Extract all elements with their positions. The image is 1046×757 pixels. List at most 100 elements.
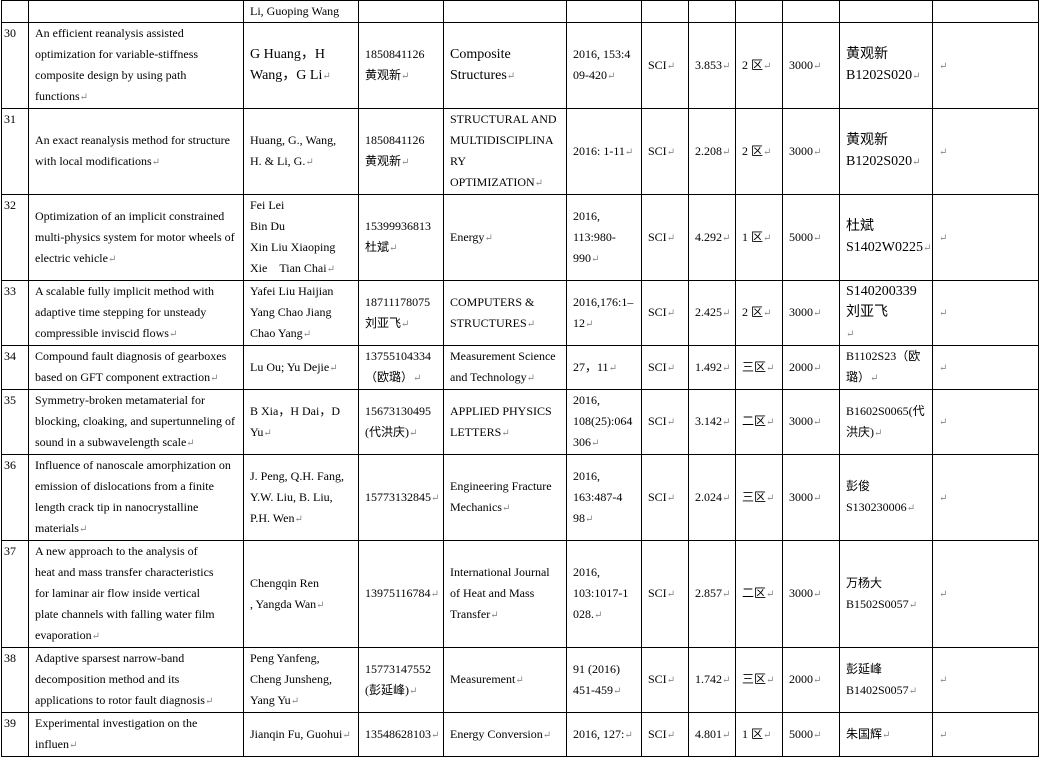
paragraph-mark: ↵ — [846, 329, 855, 340]
cell-paper-title: Optimization of an implicit constrained … — [28, 194, 244, 281]
journal-text: COMPUTERS & STRUCTURES — [450, 294, 535, 330]
cell-journal: STRUCTURAL AND MULTIDISCIPLINA RY OPTIMI… — [443, 108, 567, 195]
cell-paper-title: Experimental investigation on the influe… — [28, 712, 244, 757]
paper-title-text: An efficient reanalysis assisted optimiz… — [35, 26, 199, 103]
cell-row-number: 30 — [1, 22, 29, 109]
paragraph-mark: ↵ — [666, 308, 676, 319]
paragraph-mark: ↵ — [666, 146, 676, 158]
zone-text: 1 区 — [742, 229, 764, 244]
paragraph-mark: ↵ — [431, 729, 440, 741]
paragraph-mark: ↵ — [607, 71, 616, 82]
cell-reward-amount: 5000↵ — [782, 712, 840, 757]
row-number-text: 36 — [4, 458, 16, 472]
authors-text: G Huang，H Wang，G Li — [250, 47, 326, 83]
volume-pages-text: 2016,176:1– 12 — [573, 294, 634, 330]
index-type-text: SCI — [648, 414, 667, 428]
paragraph-mark: ↵ — [763, 146, 772, 158]
zone-text: 1 区 — [742, 726, 764, 741]
cell-index-type: SCI↵ — [641, 540, 689, 648]
cell-row-number: 35 — [1, 389, 29, 455]
student-id-text: 黄观新 B1202S020 — [846, 133, 913, 169]
contact-text: 15673130495 (代洪庆) — [365, 403, 431, 439]
paragraph-mark: ↵ — [666, 589, 676, 600]
cell-student-id: B1602S0065(代 洪庆)↵ — [839, 389, 933, 455]
paragraph-mark: ↵ — [666, 492, 676, 504]
cell-volume-pages: 2016, 103:1017-1 028.↵ — [566, 540, 642, 648]
paragraph-mark: ↵ — [294, 513, 303, 525]
journal-text: Composite Structures — [450, 47, 511, 83]
paragraph-mark: ↵ — [186, 438, 195, 449]
student-id-text: 黄观新 B1202S020 — [846, 47, 913, 83]
paragraph-mark: ↵ — [585, 513, 594, 525]
cell-authors: J. Peng, Q.H. Fang, Y.W. Liu, B. Liu, P.… — [243, 454, 359, 541]
paragraph-mark: ↵ — [939, 146, 948, 158]
impact-factor-text: 2.857 — [695, 586, 722, 600]
row-number-text: 34 — [4, 349, 16, 363]
journal-text: STRUCTURAL AND MULTIDISCIPLINA RY OPTIMI… — [450, 112, 557, 189]
cell-impact-factor: 2.024↵ — [688, 454, 736, 541]
paragraph-mark: ↵ — [329, 362, 338, 374]
paragraph-mark: ↵ — [624, 146, 634, 158]
paragraph-mark: ↵ — [908, 685, 918, 697]
paragraph-mark: ↵ — [666, 729, 676, 741]
paper-title-text: Symmetry-broken metamaterial for blockin… — [35, 393, 235, 449]
paragraph-mark: ↵ — [322, 71, 331, 82]
reward-amount-text: 2000 — [789, 672, 813, 686]
paragraph-mark: ↵ — [506, 71, 516, 82]
contact-text: 1850841126 黄观新 — [365, 133, 425, 168]
paragraph-mark: ↵ — [431, 492, 440, 504]
cell-index-type: SCI↵ — [641, 280, 689, 346]
paragraph-mark: ↵ — [722, 232, 731, 244]
cell-journal: COMPUTERS & STRUCTURES↵ — [443, 280, 567, 346]
zone-text: 二区 — [742, 414, 767, 428]
paragraph-mark: ↵ — [722, 362, 731, 374]
cell-remarks: ↵ — [932, 454, 1039, 541]
cell-row-number: 37 — [1, 540, 29, 648]
student-id-text: 万杨大 B1502S0057 — [846, 575, 909, 611]
paragraph-mark: ↵ — [766, 589, 775, 600]
table-row: 30 An efficient reanalysis assisted optim… — [1, 22, 1039, 109]
paragraph-mark: ↵ — [666, 417, 676, 428]
paragraph-mark: ↵ — [912, 157, 921, 168]
impact-factor-text: 3.853 — [695, 57, 722, 72]
volume-pages-text: 2016, 127: — [573, 726, 625, 741]
paragraph-mark: ↵ — [107, 253, 117, 265]
cell-index-type: SCI↵ — [641, 108, 689, 195]
paragraph-mark: ↵ — [874, 427, 883, 439]
cell-index-type: SCI↵ — [641, 194, 689, 281]
impact-factor-text: 4.801 — [695, 726, 722, 741]
cell-journal: APPLIED PHYSICS LETTERS↵ — [443, 389, 567, 455]
cell-volume-pages: 2016,176:1– 12↵ — [566, 280, 642, 346]
cell-reward-amount: 2000↵ — [782, 345, 840, 390]
cell-volume-pages — [566, 0, 642, 23]
authors-text: Chengqin Ren , Yangda Wan — [250, 575, 319, 611]
index-type-text: SCI — [648, 57, 667, 72]
paragraph-mark: ↵ — [409, 685, 418, 697]
cell-reward-amount: 3000↵ — [782, 280, 840, 346]
table-row: 37 A new approach to the analysis of heat… — [1, 540, 1039, 648]
contact-text: 13755104334 （欧璐） — [365, 349, 431, 384]
paragraph-mark: ↵ — [912, 71, 921, 82]
cell-row-number: 39 — [1, 712, 29, 757]
index-type-text: SCI — [648, 489, 667, 504]
paragraph-mark: ↵ — [813, 589, 822, 600]
cell-impact-factor: 3.142↵ — [688, 389, 736, 455]
table-row: 33 A scalable fully implicit method with … — [1, 280, 1039, 346]
index-type-text: SCI — [648, 672, 667, 686]
paragraph-mark: ↵ — [69, 740, 78, 751]
paragraph-mark: ↵ — [526, 318, 536, 330]
cell-authors: Lu Ou; Yu Dejie↵ — [243, 345, 359, 390]
paragraph-mark: ↵ — [923, 243, 932, 254]
paragraph-mark: ↵ — [813, 60, 822, 72]
journal-text: Measurement Science and Technology — [450, 349, 556, 384]
zone-text: 三区 — [742, 489, 767, 504]
paragraph-mark: ↵ — [79, 92, 89, 103]
paragraph-mark: ↵ — [939, 308, 948, 319]
zone-text: 三区 — [742, 359, 767, 374]
paragraph-mark: ↵ — [722, 492, 731, 504]
zone-text: 2 区 — [742, 143, 764, 158]
student-id-text: B1102S23（欧 璐） — [846, 349, 921, 384]
cell-row-number: 36 — [1, 454, 29, 541]
cell-reward-amount: 3000↵ — [782, 454, 840, 541]
